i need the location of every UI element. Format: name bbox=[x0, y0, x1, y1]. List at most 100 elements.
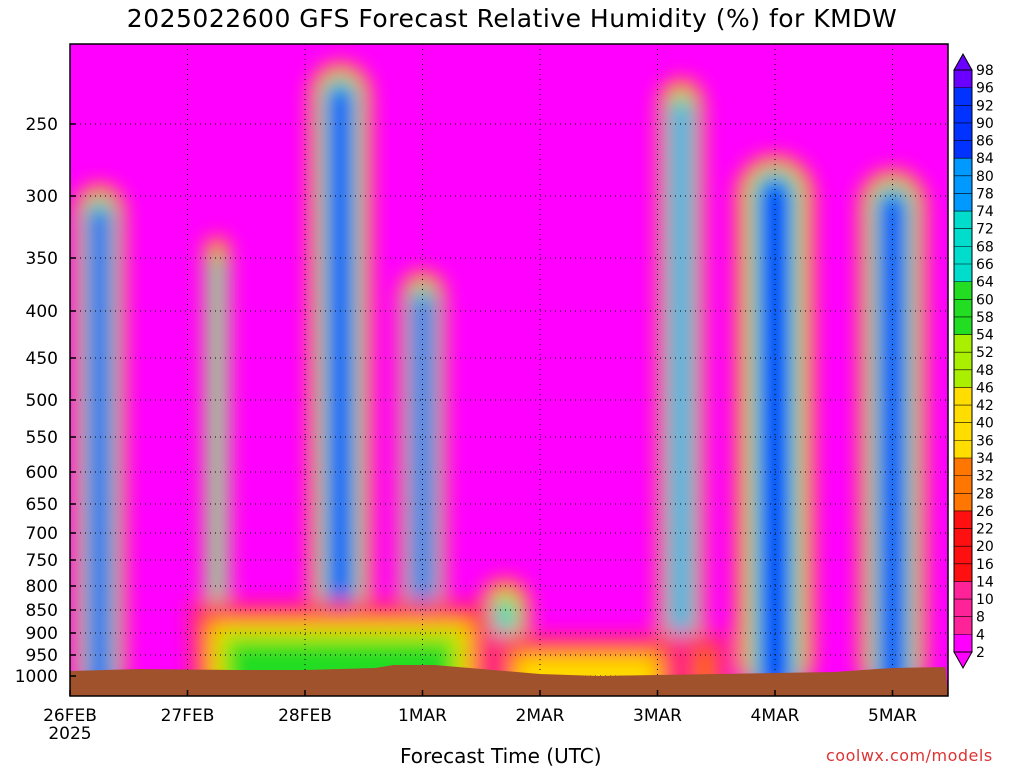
y-tick-label: 650 bbox=[26, 495, 58, 515]
colorbar-swatch bbox=[954, 299, 972, 318]
colorbar-swatch bbox=[954, 546, 972, 565]
colorbar-label: 60 bbox=[976, 292, 994, 308]
chart-title: 2025022600 GFS Forecast Relative Humidit… bbox=[126, 4, 898, 33]
colorbar-swatch bbox=[954, 493, 972, 512]
y-tick-label: 900 bbox=[26, 624, 58, 644]
colorbar-label: 26 bbox=[976, 504, 994, 520]
colorbar-swatch bbox=[954, 616, 972, 635]
grid-lines bbox=[70, 44, 948, 696]
colorbar-label: 48 bbox=[976, 363, 994, 379]
colorbar-label: 74 bbox=[976, 204, 994, 220]
colorbar-swatch bbox=[954, 70, 972, 89]
moisture-band bbox=[212, 258, 222, 696]
colorbar-swatch bbox=[954, 246, 972, 265]
colorbar-label: 58 bbox=[976, 310, 994, 326]
x-tick-label: 26FEB bbox=[43, 706, 97, 726]
y-tick-label: 700 bbox=[26, 524, 58, 544]
colorbar-label: 40 bbox=[976, 416, 994, 432]
colorbar-swatch bbox=[954, 422, 972, 441]
colorbar-swatch bbox=[954, 599, 972, 618]
y-tick-label: 300 bbox=[26, 187, 58, 207]
colorbar-label: 98 bbox=[976, 63, 994, 79]
colorbar-label: 8 bbox=[976, 610, 985, 626]
colorbar-label: 22 bbox=[976, 522, 994, 538]
plot-frame bbox=[69, 43, 949, 697]
colorbar-swatch bbox=[954, 581, 972, 600]
colorbar-label: 20 bbox=[976, 539, 994, 555]
x-tick-label: 2MAR bbox=[516, 706, 565, 726]
y-tick-label: 250 bbox=[26, 115, 58, 135]
x-tick-label: 5MAR bbox=[868, 706, 917, 726]
colorbar-label: 68 bbox=[976, 239, 994, 255]
colorbar-label: 34 bbox=[976, 451, 994, 467]
moisture-band bbox=[414, 295, 431, 696]
colorbar-swatch bbox=[954, 87, 972, 106]
plot-area bbox=[70, 44, 948, 696]
colorbar-label: 72 bbox=[976, 222, 994, 238]
moisture-band bbox=[673, 102, 689, 696]
colorbar-swatch bbox=[954, 440, 972, 459]
y-tick-label: 450 bbox=[26, 349, 58, 369]
colorbar-swatch bbox=[954, 228, 972, 247]
colorbar-swatch bbox=[954, 563, 972, 582]
colorbar-label: 66 bbox=[976, 257, 994, 273]
colorbar-swatch bbox=[954, 175, 972, 194]
colorbar-swatch bbox=[954, 140, 972, 159]
y-tick-label: 500 bbox=[26, 391, 58, 411]
colorbar-swatch bbox=[954, 193, 972, 212]
colorbar: 9896929086848078747268666460585452484642… bbox=[953, 52, 994, 670]
colorbar-swatch bbox=[954, 458, 972, 477]
colorbar-swatch bbox=[954, 634, 972, 653]
colorbar-swatch bbox=[954, 528, 972, 547]
colorbar-label: 46 bbox=[976, 380, 994, 396]
colorbar-label: 28 bbox=[976, 486, 994, 502]
colorbar-max-arrow bbox=[953, 52, 973, 71]
colorbar-swatch bbox=[954, 316, 972, 336]
y-tick-label: 800 bbox=[26, 577, 58, 597]
colorbar-label: 54 bbox=[976, 328, 994, 344]
x-tick-label: 28FEB bbox=[278, 706, 332, 726]
colorbar-label: 10 bbox=[976, 592, 994, 608]
colorbar-label: 52 bbox=[976, 345, 994, 361]
x-axis-ticks: 26FEB 27FEB 28FEB 1MAR 2MAR 3MAR 4MAR 5MAR 2025 bbox=[43, 690, 917, 744]
colorbar-swatch bbox=[954, 369, 972, 388]
colorbar-swatch bbox=[954, 510, 972, 530]
colorbar-swatch bbox=[954, 352, 972, 371]
moisture-band bbox=[881, 194, 904, 696]
colorbar-swatch bbox=[954, 122, 972, 142]
colorbar-label: 86 bbox=[976, 134, 994, 150]
y-tick-label: 600 bbox=[26, 463, 58, 483]
colorbar-label: 14 bbox=[976, 574, 994, 590]
x-axis-label: Forecast Time (UTC) bbox=[400, 744, 602, 768]
y-tick-label: 350 bbox=[26, 249, 58, 269]
moisture-band bbox=[761, 180, 789, 696]
colorbar-swatch bbox=[954, 158, 972, 177]
colorbar-label: 42 bbox=[976, 398, 994, 414]
colorbar-label: 78 bbox=[976, 186, 994, 202]
colorbar-label: 64 bbox=[976, 275, 994, 291]
colorbar-swatch bbox=[954, 105, 972, 124]
site-credit: coolwx.com/models bbox=[826, 746, 993, 765]
colorbar-label: 92 bbox=[976, 98, 994, 114]
colorbar-swatch bbox=[954, 264, 972, 283]
colorbar-swatch bbox=[954, 387, 972, 406]
y-axis-ticks: 250 300 350 400 450 500 550 600 650 700 750 800 850 9… bbox=[15, 115, 76, 687]
colorbar-label: 4 bbox=[976, 627, 985, 643]
moisture-band bbox=[90, 208, 108, 696]
colorbar-label: 32 bbox=[976, 469, 994, 485]
x-tick-label: 4MAR bbox=[751, 706, 800, 726]
moisture-band bbox=[329, 87, 351, 696]
colorbar-label: 16 bbox=[976, 557, 994, 573]
colorbar-swatch bbox=[954, 405, 972, 424]
y-tick-label: 750 bbox=[26, 551, 58, 571]
colorbar-label: 90 bbox=[976, 116, 994, 132]
y-tick-label: 550 bbox=[26, 428, 58, 448]
colorbar-swatch bbox=[954, 475, 972, 494]
colorbar-swatch bbox=[954, 211, 972, 230]
colorbar-label: 84 bbox=[976, 151, 994, 167]
colorbar-label: 2 bbox=[976, 645, 985, 661]
colorbar-label: 80 bbox=[976, 169, 994, 185]
colorbar-label: 96 bbox=[976, 81, 994, 97]
x-year-label: 2025 bbox=[48, 724, 91, 744]
